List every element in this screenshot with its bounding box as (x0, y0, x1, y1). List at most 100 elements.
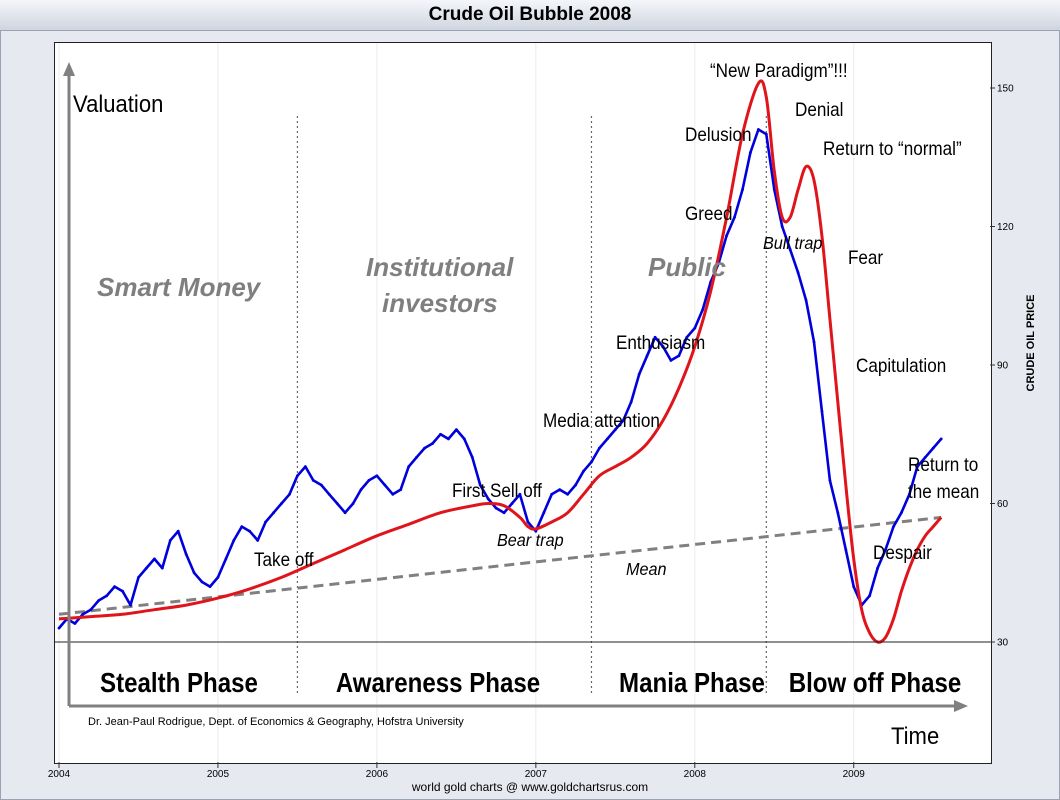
annotation-fear: Fear (848, 247, 883, 268)
price-point (192, 571, 196, 575)
price-point (184, 552, 188, 556)
price-point (645, 354, 649, 358)
x-tick-label: 2009 (843, 769, 866, 780)
price-point (900, 511, 903, 515)
price-point (542, 511, 546, 515)
price-point (113, 585, 116, 588)
price-point (121, 589, 124, 593)
price-point (272, 511, 275, 515)
plot-area (54, 42, 992, 764)
price-point (319, 483, 323, 487)
price-point (669, 359, 673, 362)
price-point (812, 340, 816, 344)
axes-group (54, 62, 990, 712)
phase-label: Blow off Phase (789, 666, 962, 698)
price-point (359, 488, 363, 491)
price-point (160, 566, 164, 570)
annotation-new-paradigm: “New Paradigm”!!! (710, 60, 848, 81)
y-tick-label: 90 (997, 361, 1009, 372)
phase-label: Awareness Phase (336, 666, 540, 698)
price-point (73, 622, 77, 625)
price-point (892, 525, 895, 528)
chart-title: Crude Oil Bubble 2008 (428, 4, 632, 25)
bubble-series (58, 79, 943, 644)
price-point (733, 215, 736, 219)
price-point (772, 188, 776, 192)
price-point (89, 608, 93, 612)
price-point (455, 428, 458, 431)
price-series (57, 128, 943, 630)
price-point (908, 492, 911, 496)
price-point (256, 539, 260, 542)
price-point (939, 437, 943, 441)
price-point (923, 455, 927, 459)
price-point (470, 455, 474, 459)
price-point (145, 566, 148, 570)
price-point (764, 132, 768, 136)
x-tick-label: 2004 (48, 769, 71, 780)
annotation-delusion: Delusion (685, 124, 752, 145)
price-point (327, 492, 331, 496)
price-point (383, 483, 387, 487)
price-point (629, 400, 633, 404)
price-point (574, 483, 577, 487)
participant-public: Public (648, 252, 727, 282)
price-point (264, 520, 267, 524)
price-point (208, 585, 212, 588)
annotation-bear-trap: Bear trap (497, 530, 564, 550)
price-point (304, 465, 307, 468)
price-point (137, 576, 140, 579)
y-tick-label: 120 (997, 222, 1014, 233)
mean-series (58, 515, 942, 616)
annotation-denial: Denial (795, 99, 843, 120)
price-point (820, 409, 824, 413)
price-point (407, 465, 411, 468)
price-point (844, 548, 848, 552)
annotation-bull-trap: Bull trap (763, 233, 822, 253)
price-point (741, 188, 744, 192)
price-point (518, 492, 522, 496)
phase-label: Mania Phase (619, 666, 765, 698)
price-point (788, 248, 792, 252)
price-point (884, 548, 887, 552)
y-tick-label: 30 (997, 638, 1009, 649)
price-point (224, 557, 228, 561)
price-point (248, 529, 252, 533)
price-point (447, 437, 450, 441)
time-label: Time (891, 722, 939, 749)
price-point (598, 446, 601, 450)
price-point (391, 492, 395, 496)
price-point (423, 446, 426, 450)
price-point (725, 234, 728, 238)
price-point (836, 511, 840, 515)
price-point (486, 497, 490, 501)
price-point (876, 566, 879, 570)
price-point (828, 479, 832, 482)
bubble-curve-line (58, 79, 943, 644)
annotation-the-mean: the mean (908, 481, 979, 502)
price-point (415, 455, 418, 459)
participant-investors: investors (382, 288, 498, 318)
price-point (653, 335, 657, 339)
price-point (105, 594, 109, 598)
x-tick-label: 2008 (684, 769, 707, 780)
price-point (57, 626, 61, 630)
price-point (311, 479, 315, 482)
price-point (97, 599, 101, 602)
annotation-greed: Greed (685, 203, 732, 224)
price-point (351, 502, 355, 505)
price-point (606, 437, 609, 441)
price-point (168, 539, 172, 542)
annotation-return-normal: Return to “normal” (823, 138, 962, 159)
price-point (176, 529, 180, 533)
author-credit: Dr. Jean-Paul Rodrigue, Dept. of Economi… (88, 716, 464, 728)
price-point (868, 594, 871, 598)
annotation-group: Valuation Time Smart Money Institutional inv… (73, 60, 979, 749)
price-point (280, 502, 283, 505)
tick-group: 2004 2005 2006 2007 2008 2009 30 60 90 120 150 CRUD… (48, 84, 1037, 781)
annotation-media-attention: Media attention (543, 410, 660, 431)
price-point (129, 603, 132, 607)
annotation-first-sell-off: First Sell off (452, 480, 543, 501)
annotation-take-off: Take off (254, 549, 314, 570)
crude-oil-price-line (58, 128, 943, 629)
